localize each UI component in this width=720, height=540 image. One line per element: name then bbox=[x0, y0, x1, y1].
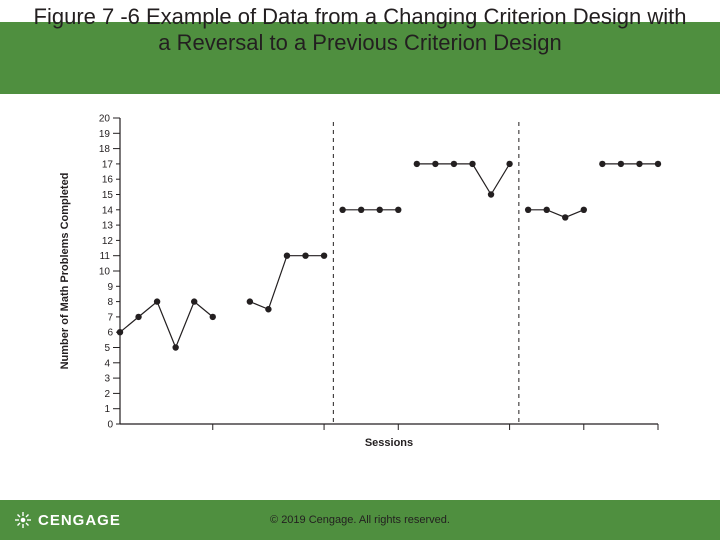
title-band: Figure 7 -6 Example of Data from a Chang… bbox=[0, 0, 720, 94]
y-tick-label: 6 bbox=[107, 328, 113, 339]
data-point bbox=[265, 306, 271, 312]
data-point bbox=[339, 207, 345, 213]
data-line bbox=[528, 210, 584, 218]
data-point bbox=[562, 214, 568, 220]
y-tick-label: 4 bbox=[104, 358, 110, 369]
y-tick-label: 18 bbox=[99, 144, 111, 155]
data-point bbox=[172, 344, 178, 350]
y-tick-label: 9 bbox=[107, 282, 113, 293]
y-tick-label: 0 bbox=[107, 420, 113, 431]
data-point bbox=[525, 207, 531, 213]
burst-icon bbox=[14, 511, 32, 529]
y-tick-label: 20 bbox=[99, 114, 111, 125]
y-tick-label: 12 bbox=[102, 236, 114, 247]
data-point bbox=[636, 161, 642, 167]
y-axis-label: Number of Math Problems Completed bbox=[59, 173, 71, 370]
chart-area: 01234567891011121314151617181920Number o… bbox=[50, 110, 670, 460]
y-tick-label: 14 bbox=[102, 205, 114, 216]
y-tick-label: 19 bbox=[99, 129, 111, 140]
data-point bbox=[451, 161, 457, 167]
data-point bbox=[469, 161, 475, 167]
data-point bbox=[135, 314, 141, 320]
data-point bbox=[599, 161, 605, 167]
data-point bbox=[377, 207, 383, 213]
y-tick-label: 2 bbox=[104, 389, 110, 400]
data-point bbox=[358, 207, 364, 213]
footer-bar: CENGAGE © 2019 Cengage. All rights reser… bbox=[0, 500, 720, 540]
data-point bbox=[655, 161, 661, 167]
data-line bbox=[250, 256, 324, 310]
x-axis-label: Sessions bbox=[365, 437, 413, 449]
brand-text: CENGAGE bbox=[38, 512, 121, 529]
data-point bbox=[543, 207, 549, 213]
data-point bbox=[395, 207, 401, 213]
data-line bbox=[120, 302, 213, 348]
y-tick-label: 10 bbox=[99, 267, 111, 278]
brand-logo: CENGAGE bbox=[14, 511, 121, 529]
data-point bbox=[247, 298, 253, 304]
y-tick-label: 17 bbox=[102, 159, 114, 170]
data-point bbox=[191, 298, 197, 304]
figure-title: Figure 7 -6 Example of Data from a Chang… bbox=[28, 4, 692, 57]
y-tick-label: 5 bbox=[104, 343, 110, 354]
y-tick-label: 1 bbox=[104, 404, 110, 415]
data-point bbox=[618, 161, 624, 167]
data-point bbox=[284, 253, 290, 259]
y-tick-label: 15 bbox=[102, 190, 114, 201]
y-tick-label: 3 bbox=[104, 374, 110, 385]
data-point bbox=[302, 253, 308, 259]
data-point bbox=[321, 253, 327, 259]
data-point bbox=[117, 329, 123, 335]
data-point bbox=[210, 314, 216, 320]
data-point bbox=[581, 207, 587, 213]
data-point bbox=[506, 161, 512, 167]
slide: Figure 7 -6 Example of Data from a Chang… bbox=[0, 0, 720, 540]
y-tick-label: 13 bbox=[102, 221, 114, 232]
y-tick-label: 7 bbox=[107, 312, 113, 323]
y-tick-label: 16 bbox=[102, 175, 114, 186]
data-point bbox=[414, 161, 420, 167]
data-point bbox=[432, 161, 438, 167]
data-point bbox=[488, 191, 494, 197]
y-tick-label: 8 bbox=[107, 297, 113, 308]
data-point bbox=[154, 298, 160, 304]
y-tick-label: 11 bbox=[100, 251, 111, 262]
chart-svg: 01234567891011121314151617181920Number o… bbox=[50, 110, 670, 460]
data-line bbox=[417, 164, 510, 195]
